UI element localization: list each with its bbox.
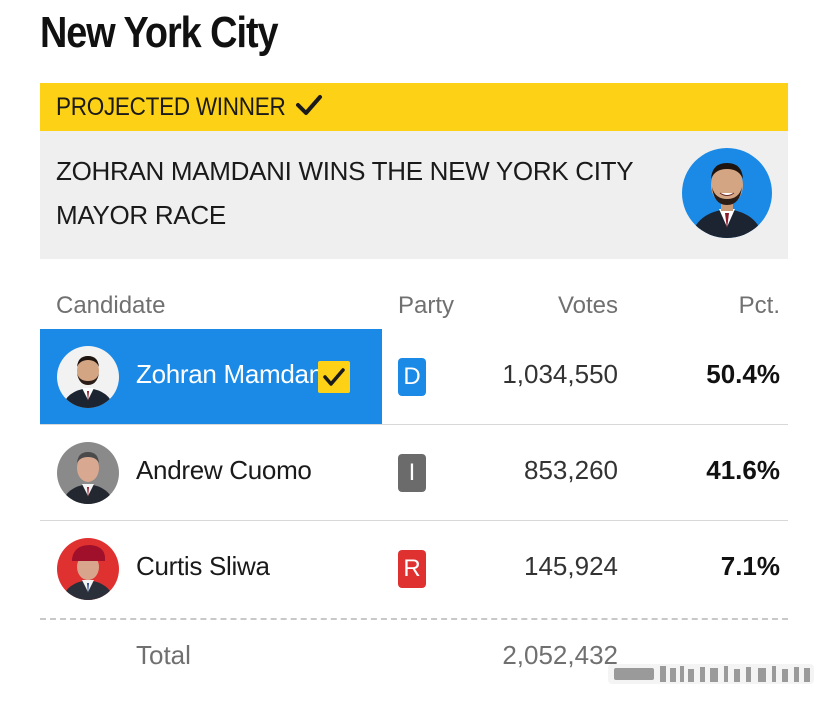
watermark-logo [608,658,814,688]
winner-photo-avatar [681,147,773,239]
headline-text[interactable]: ZOHRAN MAMDANI WINS THE NEW YORK CITY MA… [56,156,633,230]
total-label: Total [136,640,191,670]
winner-check-icon [318,361,350,393]
column-header-candidate: Candidate [56,292,166,319]
party-badge: I [398,454,426,492]
vote-count: 145,924 [524,551,618,581]
candidate-avatar [56,345,120,409]
column-header-pct: Pct. [738,292,780,319]
candidate-avatar [56,441,120,505]
checkmark-icon [295,93,323,122]
candidate-avatar [56,537,120,601]
vote-count: 1,034,550 [502,359,618,389]
candidate-name[interactable]: Zohran Mamdani [136,359,329,389]
total-divider [40,618,788,620]
row-divider [40,424,788,425]
table-row[interactable]: Zohran Mamdani D 1,034,550 50.4% [40,329,788,425]
column-header-votes: Votes [557,292,618,319]
candidate-name[interactable]: Curtis Sliwa [136,551,270,581]
vote-percentage: 41.6% [706,455,780,485]
party-badge: D [398,358,426,396]
projected-winner-label: PROJECTED WINNER [56,92,286,121]
headline-card[interactable]: ZOHRAN MAMDANI WINS THE NEW YORK CITY MA… [40,131,788,259]
row-divider [40,520,788,521]
candidate-name[interactable]: Andrew Cuomo [136,455,312,485]
table-row[interactable]: Curtis Sliwa R 145,924 7.1% [40,521,788,617]
vote-percentage: 7.1% [720,551,780,581]
column-header-party: Party [398,292,455,319]
vote-count: 853,260 [524,455,618,485]
projected-winner-banner: PROJECTED WINNER [40,83,788,131]
table-row[interactable]: Andrew Cuomo I 853,260 41.6% [40,425,788,521]
page-title: New York City [40,8,279,57]
vote-percentage: 50.4% [706,359,780,389]
party-badge: R [398,550,426,588]
total-votes: 2,052,432 [502,640,618,670]
